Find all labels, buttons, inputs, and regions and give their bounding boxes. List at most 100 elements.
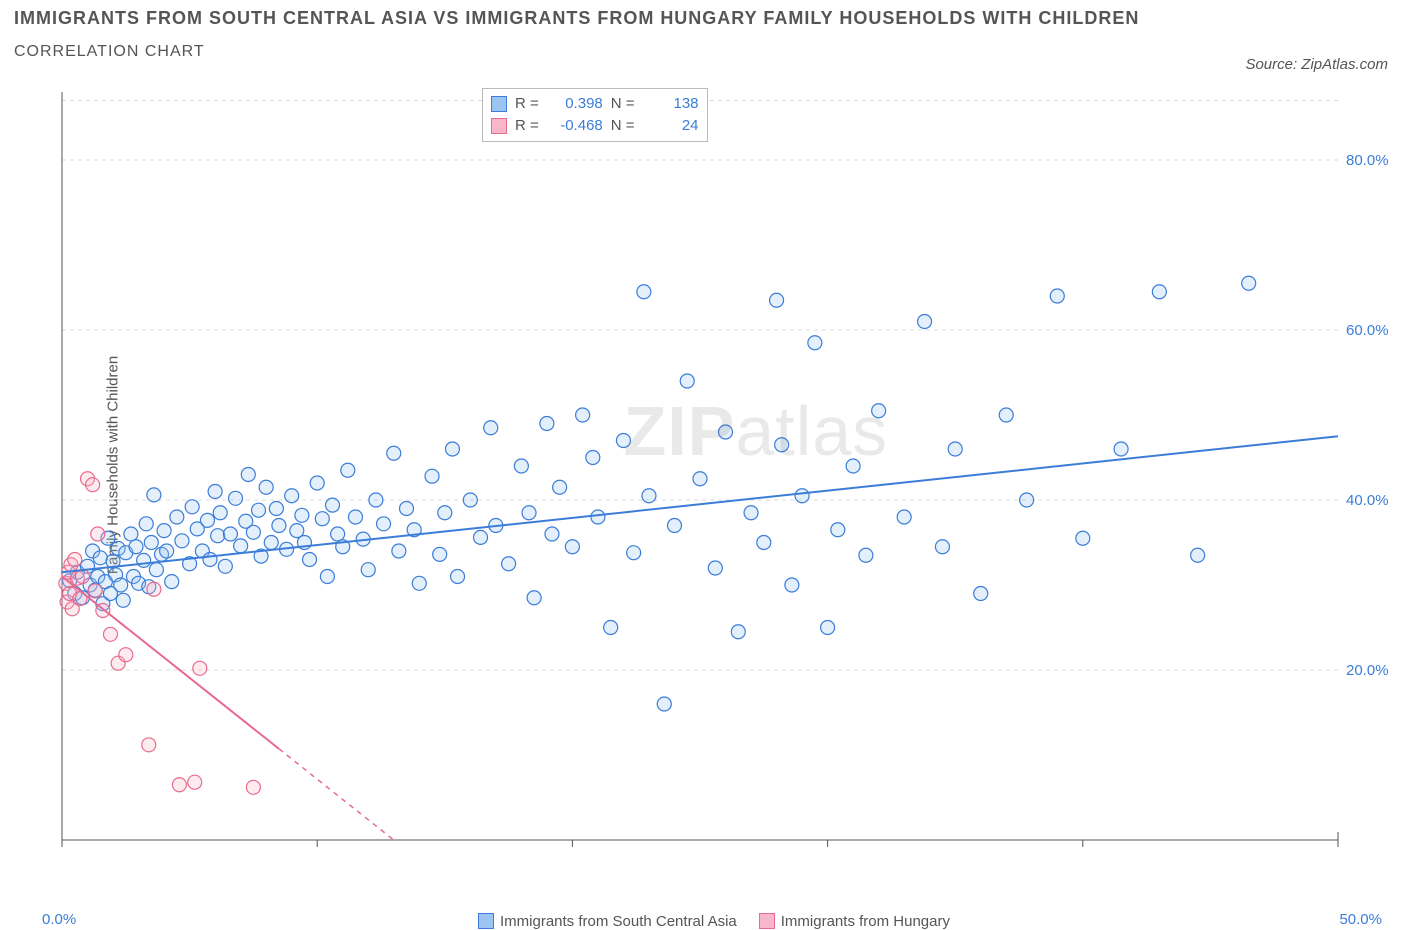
data-point (272, 519, 286, 533)
data-point (502, 557, 516, 571)
data-point (142, 738, 156, 752)
data-point (1076, 531, 1090, 545)
data-point (149, 563, 163, 577)
data-point (269, 502, 283, 516)
data-point (172, 778, 186, 792)
data-point (119, 648, 133, 662)
data-point (522, 506, 536, 520)
data-point (474, 530, 488, 544)
data-point (200, 513, 214, 527)
data-point (770, 293, 784, 307)
data-point (241, 468, 255, 482)
data-point (86, 478, 100, 492)
data-point (657, 697, 671, 711)
data-point (193, 661, 207, 675)
data-point (1242, 276, 1256, 290)
data-point (795, 489, 809, 503)
data-point (157, 524, 171, 538)
r-value: -0.468 (547, 115, 603, 137)
stats-legend-row: R =-0.468N =24 (491, 115, 699, 137)
data-point (1152, 285, 1166, 299)
n-label: N = (611, 93, 635, 115)
data-point (392, 544, 406, 558)
data-point (935, 540, 949, 554)
data-point (252, 503, 266, 517)
data-point (433, 547, 447, 561)
data-point (377, 517, 391, 531)
data-point (744, 506, 758, 520)
data-point (463, 493, 477, 507)
data-point (627, 546, 641, 560)
bottom-legend: Immigrants from South Central AsiaImmigr… (0, 913, 1406, 930)
data-point (948, 442, 962, 456)
data-point (974, 587, 988, 601)
data-point (229, 491, 243, 505)
data-point (775, 438, 789, 452)
data-point (999, 408, 1013, 422)
n-value: 24 (643, 115, 699, 137)
data-point (545, 527, 559, 541)
source-attribution: Source: ZipAtlas.com (1245, 56, 1388, 73)
legend-label: Immigrants from Hungary (781, 913, 950, 930)
data-point (139, 517, 153, 531)
data-point (514, 459, 528, 473)
scatter-plot: 20.0%40.0%60.0%80.0% ZIPatlas R =0.398N … (42, 84, 1392, 884)
data-point (667, 519, 681, 533)
data-point (223, 527, 237, 541)
legend-swatch (759, 913, 775, 929)
data-point (320, 570, 334, 584)
regression-line-dashed (279, 749, 394, 840)
data-point (116, 593, 130, 607)
data-point (93, 551, 107, 565)
legend-swatch (491, 118, 507, 134)
stats-legend-box: R =0.398N =138R =-0.468N =24 (482, 88, 708, 142)
data-point (859, 548, 873, 562)
data-point (731, 625, 745, 639)
data-point (348, 510, 362, 524)
data-point (137, 553, 151, 567)
data-point (708, 561, 722, 575)
r-label: R = (515, 93, 539, 115)
data-point (144, 536, 158, 550)
data-point (175, 534, 189, 548)
data-point (821, 621, 835, 635)
data-point (1191, 548, 1205, 562)
data-point (91, 527, 105, 541)
chart-title-line1: IMMIGRANTS FROM SOUTH CENTRAL ASIA VS IM… (14, 8, 1392, 29)
data-point (553, 480, 567, 494)
data-point (400, 502, 414, 516)
data-point (160, 544, 174, 558)
data-point (693, 472, 707, 486)
data-point (445, 442, 459, 456)
data-point (285, 489, 299, 503)
data-point (1020, 493, 1034, 507)
data-point (331, 527, 345, 541)
data-point (719, 425, 733, 439)
n-label: N = (611, 115, 635, 137)
data-point (565, 540, 579, 554)
data-point (341, 463, 355, 477)
svg-text:60.0%: 60.0% (1346, 322, 1389, 339)
data-point (540, 417, 554, 431)
data-point (68, 553, 82, 567)
regression-line (62, 436, 1338, 572)
data-point (326, 498, 340, 512)
data-point (387, 446, 401, 460)
data-point (234, 539, 248, 553)
plot-svg: 20.0%40.0%60.0%80.0% (42, 84, 1392, 884)
data-point (451, 570, 465, 584)
data-point (165, 575, 179, 589)
data-point (642, 489, 656, 503)
svg-text:80.0%: 80.0% (1346, 152, 1389, 169)
data-point (310, 476, 324, 490)
data-point (315, 512, 329, 526)
data-point (637, 285, 651, 299)
regression-line (62, 577, 279, 749)
data-point (831, 523, 845, 537)
data-point (591, 510, 605, 524)
data-point (259, 480, 273, 494)
data-point (616, 434, 630, 448)
data-point (211, 529, 225, 543)
data-point (897, 510, 911, 524)
data-point (586, 451, 600, 465)
